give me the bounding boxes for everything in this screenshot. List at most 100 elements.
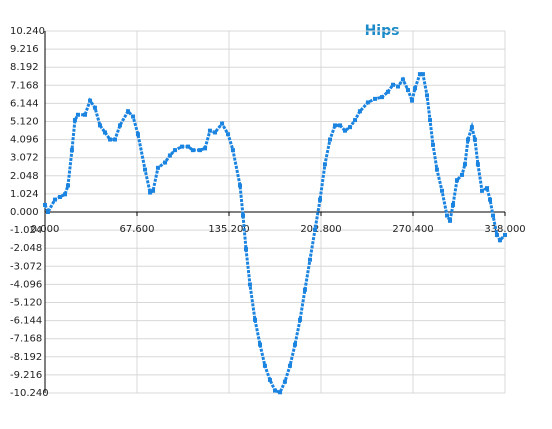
x-tick-label: 202.800: [300, 224, 341, 235]
data-point: [203, 146, 208, 151]
data-point: [318, 197, 323, 202]
data-point: [247, 282, 252, 287]
data-point: [503, 232, 507, 237]
data-point: [420, 72, 425, 77]
data-point: [278, 390, 283, 395]
y-tick-label: 3.072: [10, 153, 39, 164]
data-point: [262, 363, 267, 368]
data-point: [298, 317, 303, 322]
data-point: [338, 123, 343, 128]
data-point: [117, 123, 122, 128]
data-point: [163, 160, 168, 165]
x-tick-label: 135.200: [208, 224, 249, 235]
data-point: [347, 125, 352, 130]
data-point: [57, 194, 62, 199]
y-tick-label: -7.168: [10, 334, 42, 345]
data-point: [396, 84, 401, 89]
data-point: [302, 287, 307, 292]
data-point: [465, 137, 470, 142]
data-point: [400, 77, 405, 82]
y-tick-label: -8.192: [10, 352, 42, 363]
data-point: [112, 137, 117, 142]
data-point: [282, 379, 287, 384]
data-point: [485, 186, 490, 191]
data-point: [459, 172, 464, 177]
y-tick-label: 6.144: [10, 98, 39, 109]
data-point: [108, 137, 113, 142]
data-point: [293, 342, 298, 347]
y-tick-label: -5.120: [10, 298, 42, 309]
y-tick-label: 7.168: [10, 80, 39, 91]
data-point: [307, 257, 312, 262]
data-point: [267, 377, 272, 382]
data-point: [333, 123, 338, 128]
y-tick-label: 5.120: [10, 117, 39, 128]
data-point: [425, 93, 430, 98]
data-point: [494, 232, 499, 237]
data-point: [75, 112, 80, 117]
data-point: [417, 72, 422, 77]
y-tick-label: -4.096: [10, 279, 42, 290]
data-point: [63, 192, 68, 197]
data-point: [413, 86, 418, 91]
y-tick-label: 2.048: [10, 171, 39, 182]
y-tick-label: -1.024: [10, 225, 42, 236]
data-point: [497, 238, 502, 243]
data-point: [439, 188, 444, 193]
y-tick-label: -9.216: [10, 370, 42, 381]
y-tick-label: -6.144: [10, 316, 42, 327]
data-point: [273, 388, 277, 393]
data-point: [410, 98, 415, 103]
data-point: [45, 210, 50, 214]
y-tick-label: -3.072: [10, 261, 42, 272]
data-point: [69, 148, 74, 153]
data-point: [353, 118, 358, 123]
y-tick-label: 1.024: [10, 189, 39, 200]
data-point: [66, 183, 70, 188]
data-point: [103, 130, 108, 135]
data-point: [151, 188, 156, 193]
data-point: [167, 153, 172, 158]
data-point: [451, 202, 456, 207]
data-point: [220, 121, 225, 126]
data-point: [405, 88, 410, 93]
data-point: [135, 132, 140, 137]
y-tick-label: 8.192: [10, 62, 39, 73]
data-point: [469, 125, 474, 130]
x-tick-label: 338.000: [484, 224, 525, 235]
data-point: [434, 167, 439, 172]
data-point: [72, 118, 77, 123]
data-point: [431, 142, 436, 147]
data-point: [241, 213, 246, 218]
x-tick-label: 67.600: [120, 224, 155, 235]
data-point: [52, 197, 57, 202]
data-point: [172, 148, 177, 153]
data-point: [322, 162, 327, 167]
data-point: [244, 247, 249, 252]
data-point: [462, 162, 467, 167]
data-point: [88, 98, 93, 103]
data-point: [342, 128, 347, 133]
data-point: [428, 118, 433, 123]
data-point: [491, 213, 496, 218]
data-point: [131, 114, 136, 119]
data-point: [379, 95, 384, 100]
data-point: [207, 128, 212, 133]
data-point: [488, 197, 493, 202]
data-point: [186, 144, 191, 149]
data-point: [226, 132, 231, 137]
data-point: [83, 112, 88, 117]
data-point: [287, 363, 292, 368]
y-tick-label: -2.048: [10, 243, 42, 254]
data-point: [357, 109, 362, 114]
y-tick-label: 0.000: [10, 207, 39, 218]
y-tick-label: -10.240: [10, 388, 49, 399]
data-point: [43, 202, 47, 207]
data-point: [212, 130, 217, 135]
data-point: [97, 123, 102, 128]
data-point: [327, 137, 332, 142]
y-tick-label: 4.096: [10, 135, 39, 146]
data-point: [230, 148, 235, 153]
data-point: [480, 188, 484, 193]
data-point: [475, 162, 480, 167]
